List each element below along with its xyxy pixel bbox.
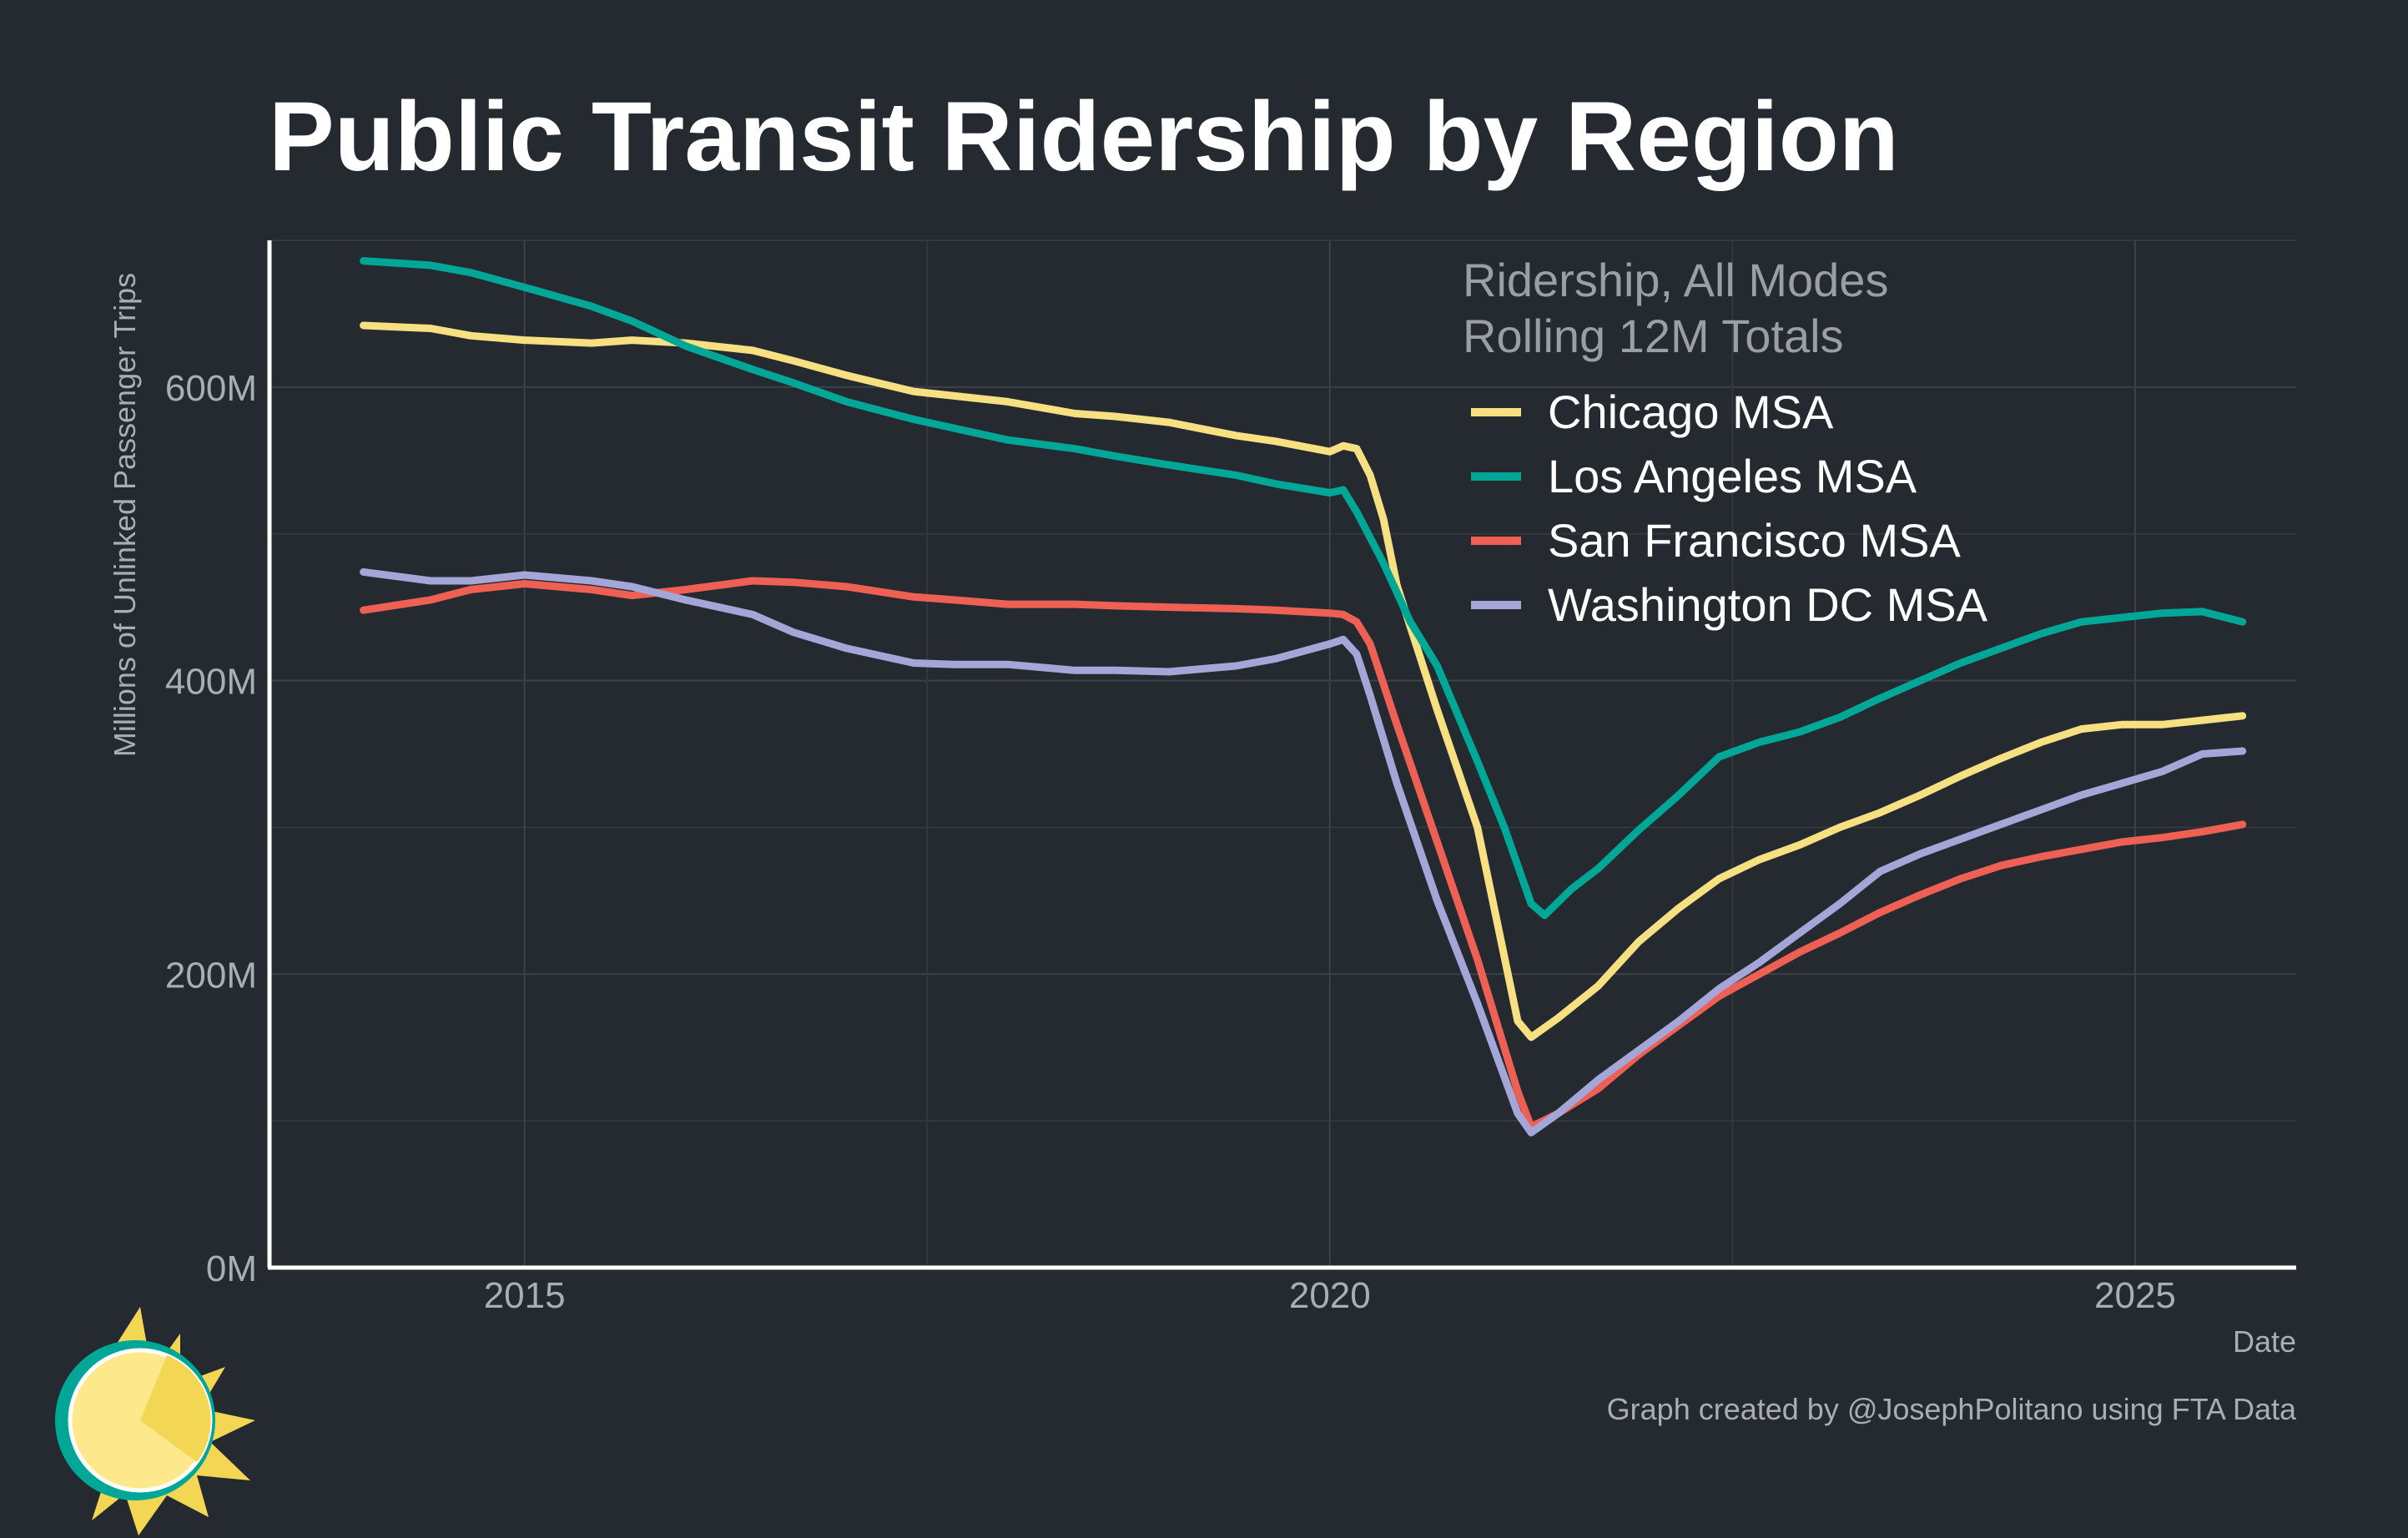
y-tick-label: 600M — [165, 368, 257, 409]
x-tick-label: 2025 — [2094, 1275, 2176, 1316]
y-tick-label: 200M — [165, 955, 257, 996]
y-axis-title: Millions of Unlinked Passenger Trips — [108, 273, 142, 757]
y-tick-label: 400M — [165, 662, 257, 703]
series-line-0 — [360, 321, 2247, 1041]
chart-title: Public Transit Ridership by Region — [269, 82, 1899, 192]
series-line-2 — [360, 577, 2247, 1131]
y-tick-label: 0M — [206, 1248, 257, 1289]
x-axis-title: Date — [2233, 1324, 2296, 1359]
series-lines — [360, 257, 2247, 1137]
sun-shade — [140, 1355, 211, 1462]
legend-label: San Francisco MSA — [1548, 514, 1961, 567]
legend-title-line-2: Rolling 12M Totals — [1463, 310, 1844, 362]
x-tick-label: 2020 — [1289, 1275, 1371, 1316]
sun-logo-icon — [55, 1307, 255, 1535]
axes — [267, 240, 2296, 1270]
caption: Graph created by @JosephPolitano using F… — [1607, 1392, 2297, 1426]
legend: Ridership, All Modes Rolling 12M Totals … — [1463, 254, 1988, 631]
legend-title-line-1: Ridership, All Modes — [1463, 254, 1888, 306]
series-line-3 — [360, 567, 2247, 1137]
legend-label: Washington DC MSA — [1548, 578, 1988, 631]
x-tick-label: 2015 — [484, 1275, 566, 1316]
grid — [270, 240, 2296, 1268]
legend-label: Los Angeles MSA — [1548, 450, 1917, 502]
legend-label: Chicago MSA — [1548, 386, 1834, 438]
series-line-1 — [360, 257, 2247, 920]
tick-labels: 0M 200M 400M 600M 2015 2020 2025 — [165, 368, 2176, 1316]
